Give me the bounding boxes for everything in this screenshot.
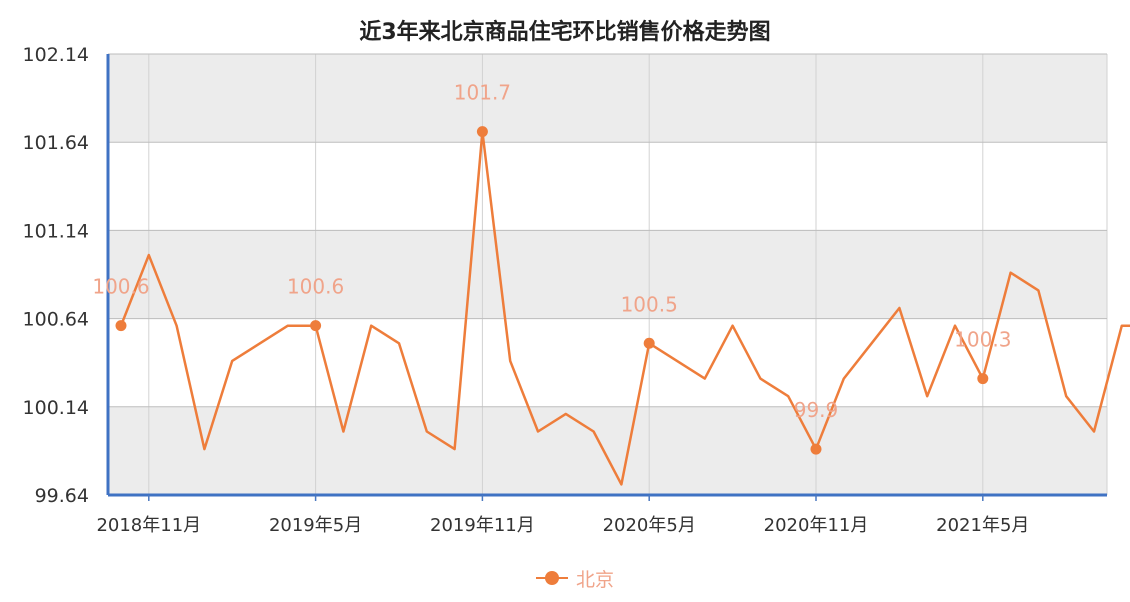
data-label: 100.6 bbox=[287, 275, 344, 299]
plot-band bbox=[108, 230, 1107, 319]
x-tick-label: 2021年5月 bbox=[936, 515, 1029, 536]
plot-band bbox=[108, 406, 1107, 495]
data-point-marker[interactable] bbox=[310, 320, 322, 332]
plot-band bbox=[108, 142, 1107, 231]
data-point-marker[interactable] bbox=[977, 373, 989, 385]
x-tick-label: 2018年11月 bbox=[96, 515, 201, 536]
data-point-marker[interactable] bbox=[810, 443, 822, 455]
x-tick-label: 2019年5月 bbox=[269, 515, 362, 536]
data-label: 99.9 bbox=[794, 398, 839, 422]
y-tick-label: 100.14 bbox=[23, 397, 89, 419]
legend[interactable]: 北京 bbox=[536, 563, 614, 593]
y-tick-label: 99.64 bbox=[35, 485, 89, 507]
y-tick-label: 101.64 bbox=[23, 132, 89, 154]
data-point-marker[interactable] bbox=[476, 126, 488, 138]
data-label: 100.5 bbox=[621, 292, 678, 316]
data-point-marker[interactable] bbox=[115, 320, 127, 332]
legend-marker bbox=[536, 568, 568, 588]
chart-title: 近3年来北京商品住宅环比销售价格走势图 bbox=[359, 20, 771, 45]
legend-label: 北京 bbox=[576, 568, 615, 591]
x-tick-label: 2019年11月 bbox=[430, 515, 535, 536]
x-tick-label: 2020年5月 bbox=[603, 515, 696, 536]
series-line-beijing bbox=[119, 130, 1130, 486]
data-label: 100.6 bbox=[92, 275, 149, 299]
y-tick-label: 102.14 bbox=[23, 44, 89, 66]
data-label: 101.7 bbox=[454, 81, 511, 105]
data-label: 100.3 bbox=[954, 328, 1011, 352]
data-point-marker[interactable] bbox=[643, 337, 655, 349]
x-tick-label: 2020年11月 bbox=[764, 515, 869, 536]
line-chart: 102.14 101.64 101.14 100.64 100.14 99.64 2018… bbox=[23, 44, 1130, 536]
plot-band bbox=[108, 54, 1107, 143]
y-tick-label: 101.14 bbox=[23, 220, 89, 242]
y-tick-label: 100.64 bbox=[23, 309, 89, 331]
